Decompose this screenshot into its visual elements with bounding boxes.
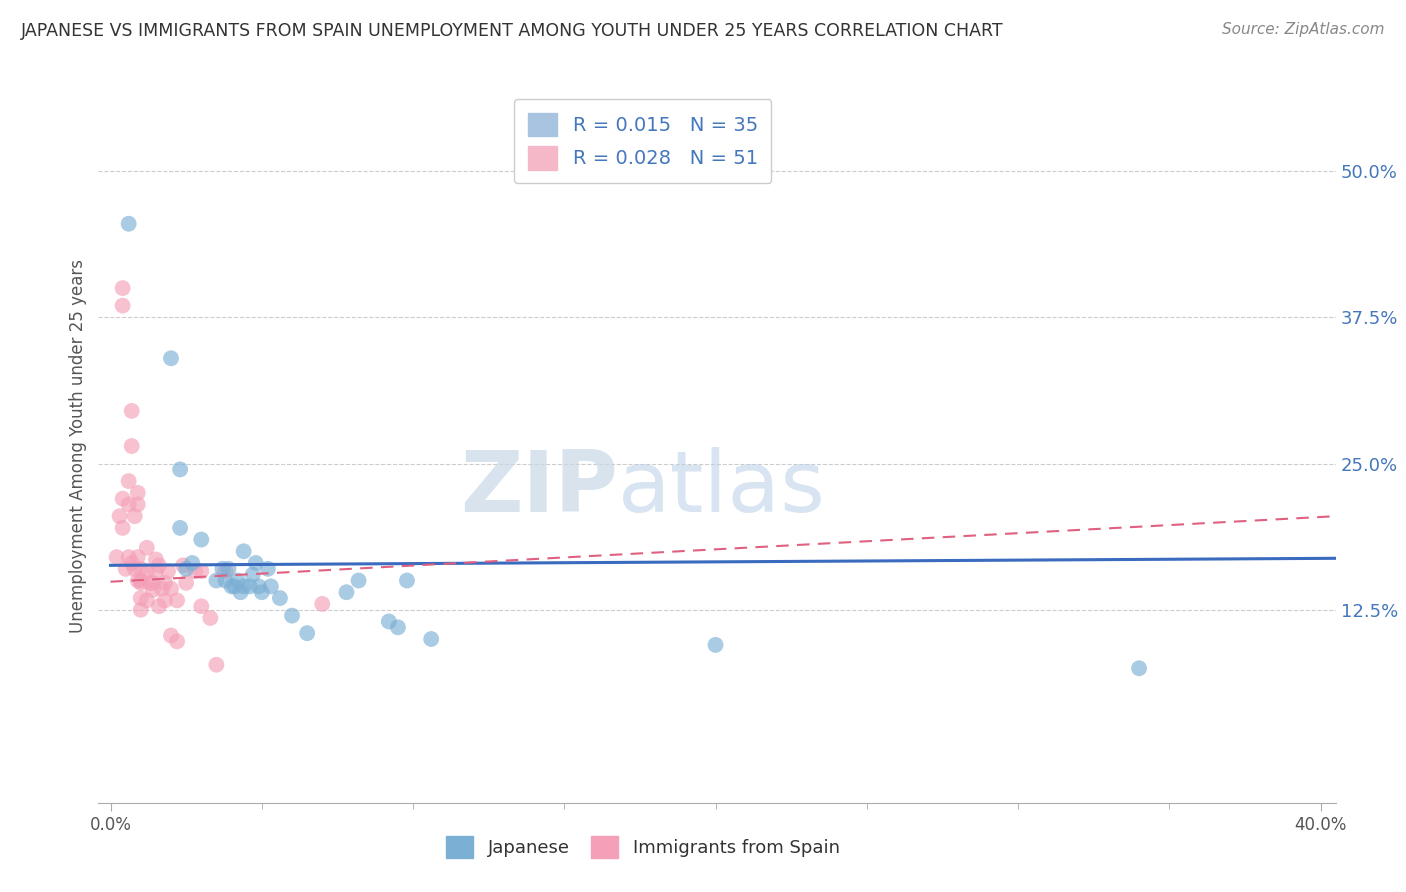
Point <box>160 582 183 596</box>
Point <box>121 556 143 570</box>
Point <box>420 632 443 646</box>
Point <box>114 562 136 576</box>
Point <box>156 564 179 578</box>
Point <box>127 550 149 565</box>
Point <box>142 582 165 597</box>
Point <box>148 599 170 614</box>
Point <box>111 299 134 313</box>
Point <box>190 599 212 614</box>
Point <box>218 562 240 576</box>
Point <box>127 485 149 500</box>
Point <box>124 509 146 524</box>
Point <box>226 574 249 588</box>
Point <box>335 585 357 599</box>
Point <box>200 611 222 625</box>
Point <box>256 562 278 576</box>
Point <box>127 498 149 512</box>
Point <box>166 593 188 607</box>
Point <box>224 579 246 593</box>
Point <box>166 634 188 648</box>
Point <box>121 404 143 418</box>
Point <box>190 564 212 578</box>
Text: ZIP: ZIP <box>460 447 619 531</box>
Point <box>145 564 167 578</box>
Point <box>387 620 409 634</box>
Point <box>129 575 152 590</box>
Point <box>127 574 149 588</box>
Point <box>118 217 141 231</box>
Point <box>118 550 141 565</box>
Text: Source: ZipAtlas.com: Source: ZipAtlas.com <box>1222 22 1385 37</box>
Point <box>105 550 128 565</box>
Point <box>239 579 262 593</box>
Point <box>129 591 152 605</box>
Point <box>395 574 418 588</box>
Point <box>135 564 157 578</box>
Point <box>242 567 264 582</box>
Point <box>150 582 173 596</box>
Point <box>247 579 270 593</box>
Point <box>704 638 727 652</box>
Y-axis label: Unemployment Among Youth under 25 years: Unemployment Among Youth under 25 years <box>69 259 87 633</box>
Point <box>108 509 131 524</box>
Point <box>145 552 167 566</box>
Point <box>124 562 146 576</box>
Point <box>184 564 207 578</box>
Point <box>169 521 191 535</box>
Point <box>190 533 212 547</box>
Point <box>378 615 401 629</box>
Point <box>174 575 197 590</box>
Point <box>129 562 152 576</box>
Point <box>142 575 165 590</box>
Point <box>347 574 370 588</box>
Point <box>174 562 197 576</box>
Point <box>129 574 152 588</box>
Legend: Japanese, Immigrants from Spain: Japanese, Immigrants from Spain <box>439 829 846 865</box>
Point <box>211 562 233 576</box>
Point <box>118 474 141 488</box>
Point <box>281 608 304 623</box>
Point <box>221 579 243 593</box>
Point <box>260 579 283 593</box>
Point <box>1128 661 1150 675</box>
Point <box>111 521 134 535</box>
Text: JAPANESE VS IMMIGRANTS FROM SPAIN UNEMPLOYMENT AMONG YOUTH UNDER 25 YEARS CORREL: JAPANESE VS IMMIGRANTS FROM SPAIN UNEMPL… <box>21 22 1004 40</box>
Point <box>181 556 204 570</box>
Point <box>111 491 134 506</box>
Point <box>160 628 183 642</box>
Point <box>232 579 254 593</box>
Point <box>229 585 252 599</box>
Point <box>172 558 194 573</box>
Point <box>205 657 228 672</box>
Point <box>250 585 273 599</box>
Point <box>214 574 236 588</box>
Point <box>121 439 143 453</box>
Point <box>111 281 134 295</box>
Point <box>214 564 236 578</box>
Point <box>135 593 157 607</box>
Point <box>118 498 141 512</box>
Point <box>153 593 176 607</box>
Point <box>169 462 191 476</box>
Point <box>129 603 152 617</box>
Point <box>135 541 157 555</box>
Point <box>311 597 333 611</box>
Point <box>269 591 291 605</box>
Point <box>139 575 162 590</box>
Point <box>160 351 183 366</box>
Point <box>295 626 318 640</box>
Text: atlas: atlas <box>619 447 827 531</box>
Point <box>153 575 176 590</box>
Point <box>232 544 254 558</box>
Point <box>205 574 228 588</box>
Point <box>148 558 170 573</box>
Point <box>245 556 267 570</box>
